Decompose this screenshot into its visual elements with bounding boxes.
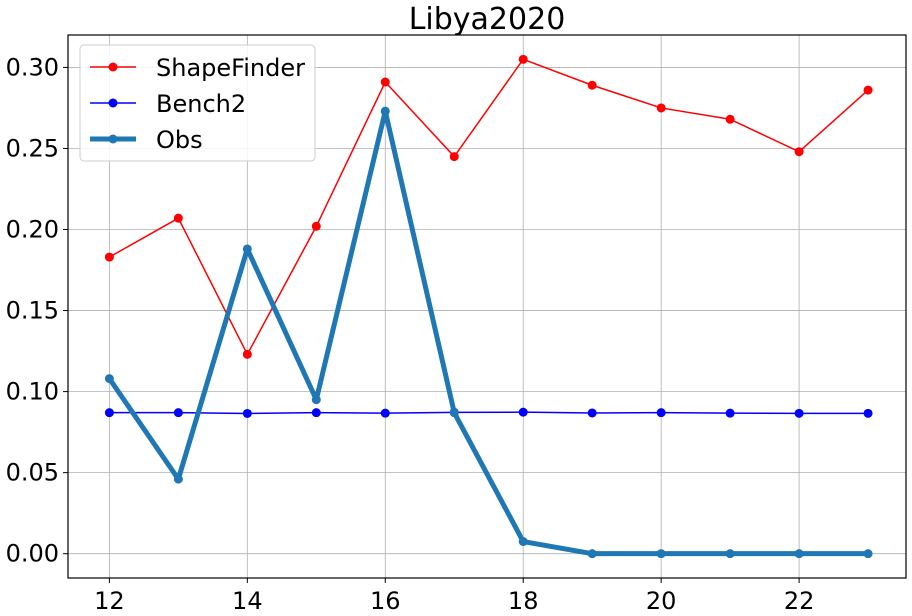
- legend-marker-bench2: [109, 99, 118, 108]
- data-point-shapefinder: [519, 55, 528, 64]
- x-tick-label: 16: [370, 587, 401, 615]
- legend-label-bench2: Bench2: [156, 90, 246, 118]
- data-point-obs: [174, 475, 183, 484]
- data-point-obs: [243, 244, 252, 253]
- x-tick-label: 12: [94, 587, 125, 615]
- data-point-bench2: [174, 408, 183, 417]
- legend: ShapeFinder Bench2 Obs: [80, 45, 315, 161]
- data-point-obs: [864, 549, 873, 558]
- data-point-obs: [657, 549, 666, 558]
- data-point-shapefinder: [312, 222, 321, 231]
- data-point-obs: [519, 537, 528, 546]
- data-point-shapefinder: [174, 214, 183, 223]
- chart-title: Libya2020: [409, 2, 566, 37]
- data-point-shapefinder: [243, 350, 252, 359]
- data-point-shapefinder: [105, 253, 114, 262]
- data-point-obs: [450, 408, 459, 417]
- data-point-obs: [312, 395, 321, 404]
- series-line-bench2: [109, 412, 868, 413]
- data-point-shapefinder: [726, 115, 735, 124]
- y-tick-label: 0.05: [6, 459, 59, 487]
- data-point-shapefinder: [795, 147, 804, 156]
- legend-marker-obs: [109, 135, 118, 144]
- data-point-bench2: [312, 408, 321, 417]
- data-point-bench2: [519, 408, 528, 417]
- data-point-shapefinder: [864, 86, 873, 95]
- data-point-obs: [795, 549, 804, 558]
- y-tick-label: 0.20: [6, 216, 59, 244]
- data-point-obs: [726, 549, 735, 558]
- data-point-shapefinder: [381, 78, 390, 87]
- x-axis: 12 14 16 18 20 22: [94, 578, 814, 615]
- series-bench2: [105, 408, 873, 418]
- legend-label-shapefinder: ShapeFinder: [156, 54, 305, 82]
- x-tick-label: 14: [232, 587, 263, 615]
- legend-marker-shapefinder: [109, 63, 118, 72]
- y-tick-label: 0.00: [6, 540, 59, 568]
- data-point-obs: [105, 374, 114, 383]
- y-axis: 0.00 0.05 0.10 0.15 0.20 0.25 0.30: [6, 53, 68, 567]
- data-point-bench2: [105, 408, 114, 417]
- data-point-shapefinder: [657, 103, 666, 112]
- data-point-bench2: [381, 409, 390, 418]
- y-tick-label: 0.15: [6, 297, 59, 325]
- data-point-bench2: [795, 409, 804, 418]
- y-tick-label: 0.25: [6, 134, 59, 162]
- data-point-bench2: [243, 409, 252, 418]
- data-point-bench2: [657, 408, 666, 417]
- data-point-obs: [381, 107, 390, 116]
- x-tick-label: 18: [508, 587, 539, 615]
- series-line-obs: [109, 111, 868, 554]
- data-point-bench2: [726, 409, 735, 418]
- data-point-obs: [588, 549, 597, 558]
- legend-label-obs: Obs: [156, 126, 203, 154]
- series-obs: [105, 107, 873, 559]
- y-tick-label: 0.30: [6, 53, 59, 81]
- x-tick-label: 22: [784, 587, 815, 615]
- data-point-bench2: [588, 408, 597, 417]
- data-point-shapefinder: [450, 152, 459, 161]
- data-point-bench2: [864, 409, 873, 418]
- y-tick-label: 0.10: [6, 378, 59, 406]
- data-point-shapefinder: [588, 81, 597, 90]
- x-tick-label: 20: [646, 587, 677, 615]
